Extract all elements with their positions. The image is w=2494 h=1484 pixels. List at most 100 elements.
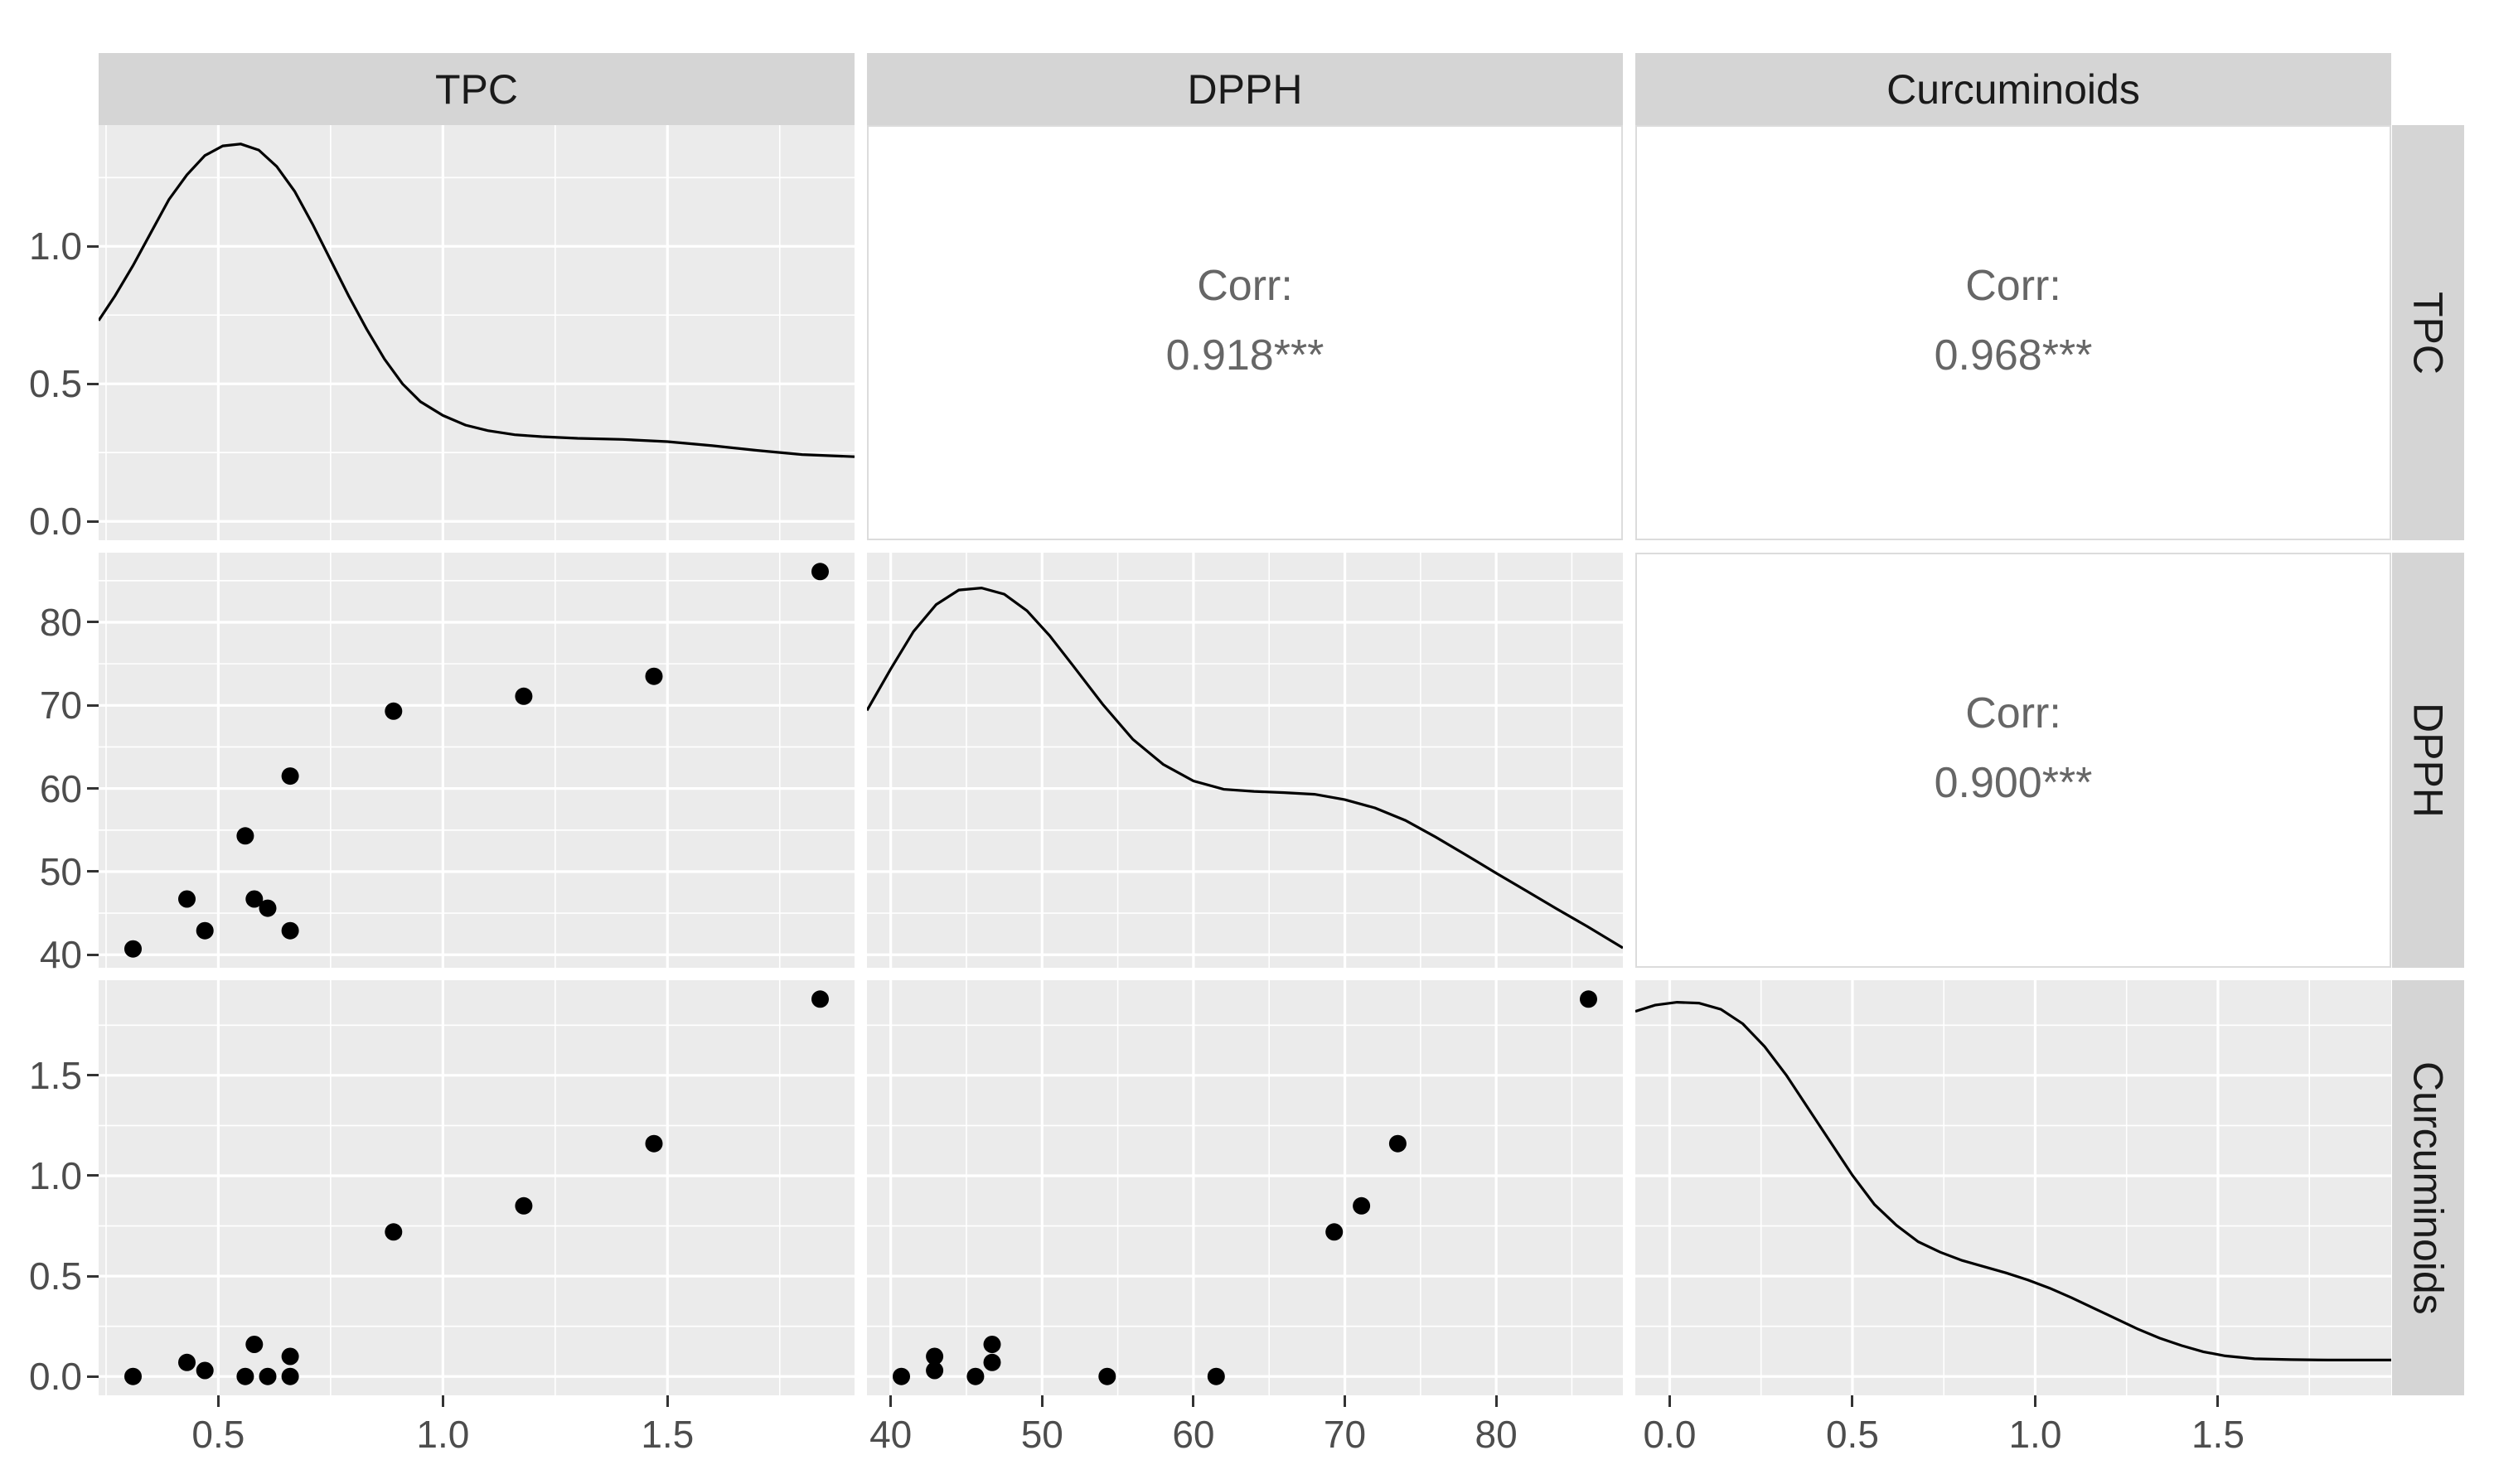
facet-strip-label: TPC	[435, 65, 518, 113]
density-curve	[1635, 1000, 2391, 1361]
corr-label: Corr:	[1197, 261, 1293, 310]
facet-strip-right-tpc: TPC	[2392, 125, 2464, 540]
x-tick-mark	[666, 1395, 669, 1407]
facet-strip-top-curcuminoids: Curcuminoids	[1635, 53, 2391, 125]
x-tick-label: 1.5	[641, 1413, 695, 1456]
density-curve	[99, 143, 855, 458]
x-tick-label: 70	[1323, 1413, 1367, 1456]
panel-density-curcuminoids	[1635, 980, 2391, 1395]
y-tick-mark	[87, 1375, 99, 1378]
data-point	[259, 1367, 277, 1385]
panel-canvas	[1635, 980, 2391, 1395]
facet-strip-label: DPPH	[2404, 703, 2452, 818]
data-point	[259, 899, 277, 917]
data-point	[811, 990, 829, 1008]
data-point	[1098, 1367, 1116, 1385]
panel-canvas	[99, 125, 855, 540]
x-tick-label: 0.5	[191, 1413, 245, 1456]
corr-value: 0.968***	[1934, 331, 2093, 379]
gridlines	[99, 125, 855, 540]
panel-scatter-tpc-curcuminoids	[99, 980, 855, 1395]
data-point	[811, 563, 829, 581]
facet-strip-top-tpc: TPC	[99, 53, 855, 125]
data-point	[1388, 1134, 1407, 1153]
data-point	[926, 1361, 944, 1380]
corr-value: 0.900***	[1934, 758, 2093, 807]
data-point	[281, 1347, 299, 1366]
panel-scatter-dpph-curcuminoids	[867, 980, 1623, 1395]
corr-value: 0.918***	[1165, 331, 1324, 379]
data-point	[281, 767, 299, 786]
data-point	[1325, 1223, 1344, 1241]
panel-density-dpph	[867, 553, 1623, 968]
density-curve	[867, 586, 1623, 950]
facet-strip-label: DPPH	[1187, 65, 1303, 113]
data-point	[124, 1367, 142, 1385]
facet-strip-right-dpph: DPPH	[2392, 553, 2464, 968]
y-tick-label: 50	[39, 849, 82, 893]
x-tick-mark	[2033, 1395, 2036, 1407]
x-tick-mark	[1192, 1395, 1195, 1407]
data-point	[966, 1367, 985, 1385]
cell-corr-dpph-curcuminoids: Corr: 0.900***	[1635, 553, 2391, 968]
x-tick-label: 0.5	[1825, 1413, 1879, 1456]
x-tick-label: 60	[1172, 1413, 1215, 1456]
data-point	[1207, 1367, 1225, 1385]
x-tick-label: 1.5	[2191, 1413, 2245, 1456]
y-tick-mark	[87, 382, 99, 385]
corr-label: Corr:	[1965, 689, 2061, 737]
x-tick-mark	[441, 1395, 444, 1407]
y-tick-mark	[87, 870, 99, 873]
data-point	[196, 1361, 214, 1380]
x-tick-mark	[1040, 1395, 1044, 1407]
data-point	[926, 1347, 944, 1366]
y-tick-label: 1.0	[29, 1153, 82, 1197]
facet-strip-top-dpph: DPPH	[867, 53, 1623, 125]
data-point	[236, 1367, 254, 1385]
data-point	[281, 921, 299, 940]
scatter-points	[893, 990, 1597, 1385]
data-point	[983, 1353, 1001, 1371]
data-point	[245, 1336, 264, 1353]
data-point	[245, 890, 264, 908]
y-tick-label: 1.0	[29, 225, 82, 268]
x-tick-label: 1.0	[2008, 1413, 2062, 1456]
panel-canvas	[99, 980, 855, 1395]
corr-label: Corr:	[1965, 261, 2061, 310]
data-point	[385, 702, 403, 720]
x-tick-mark	[1344, 1395, 1347, 1407]
y-tick-label: 0.5	[29, 362, 82, 406]
x-tick-mark	[216, 1395, 220, 1407]
panel-canvas	[867, 553, 1623, 968]
x-tick-mark	[1494, 1395, 1498, 1407]
y-tick-label: 70	[39, 684, 82, 727]
facet-strip-label: Curcuminoids	[2404, 1061, 2452, 1315]
x-tick-label: 80	[1475, 1413, 1518, 1456]
y-tick-mark	[87, 244, 99, 248]
panel-canvas	[867, 980, 1623, 1395]
scatter-points	[124, 990, 829, 1385]
data-point	[1353, 1196, 1371, 1215]
y-tick-label: 60	[39, 766, 82, 810]
y-tick-mark	[87, 1174, 99, 1177]
data-point	[196, 921, 214, 940]
x-tick-mark	[1668, 1395, 1671, 1407]
facet-strip-label: Curcuminoids	[1886, 65, 2140, 113]
y-tick-mark	[87, 1274, 99, 1278]
cell-corr-tpc-dpph: Corr: 0.918***	[867, 125, 1623, 540]
y-tick-mark	[87, 621, 99, 624]
y-tick-mark	[87, 703, 99, 707]
data-point	[515, 687, 533, 705]
x-tick-mark	[1851, 1395, 1854, 1407]
x-tick-mark	[2216, 1395, 2220, 1407]
scatter-points	[124, 563, 829, 958]
gridlines	[867, 553, 1623, 968]
data-point	[893, 1367, 910, 1385]
y-tick-mark	[87, 1074, 99, 1077]
facet-strip-right-curcuminoids: Curcuminoids	[2392, 980, 2464, 1395]
x-tick-mark	[889, 1395, 893, 1407]
data-point	[983, 1336, 1001, 1353]
data-point	[385, 1223, 403, 1241]
gridlines	[99, 553, 855, 968]
y-tick-mark	[87, 953, 99, 956]
